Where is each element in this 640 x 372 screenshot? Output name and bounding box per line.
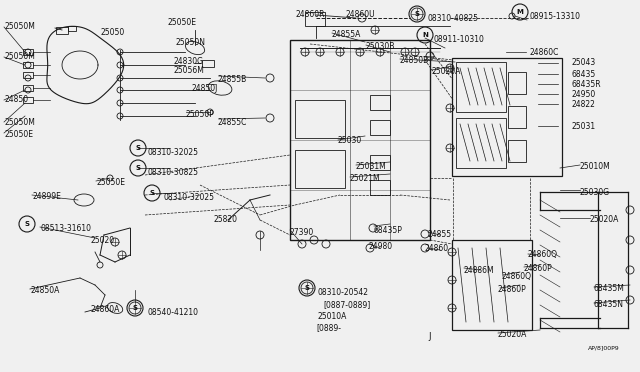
Text: 24980: 24980 bbox=[369, 242, 393, 251]
Text: 24860U: 24860U bbox=[346, 10, 376, 19]
Text: S: S bbox=[24, 221, 29, 227]
Text: 08911-10310: 08911-10310 bbox=[434, 35, 485, 44]
Bar bbox=[23, 85, 33, 91]
Text: 25050P: 25050P bbox=[185, 110, 214, 119]
Text: 08310-40825: 08310-40825 bbox=[428, 14, 479, 23]
Text: [0889-: [0889- bbox=[316, 323, 341, 332]
Text: S: S bbox=[132, 305, 138, 311]
Text: S: S bbox=[415, 11, 419, 17]
Bar bbox=[370, 95, 390, 110]
Text: 25030B: 25030B bbox=[366, 42, 396, 51]
Text: 24860P: 24860P bbox=[498, 285, 527, 294]
Text: 24860A: 24860A bbox=[90, 305, 120, 314]
Text: 25050M: 25050M bbox=[4, 118, 35, 127]
Text: 08540-41210: 08540-41210 bbox=[148, 308, 199, 317]
Text: 24860C: 24860C bbox=[530, 48, 559, 57]
Text: N: N bbox=[422, 32, 428, 38]
Bar bbox=[23, 72, 33, 78]
Text: J: J bbox=[428, 332, 431, 341]
Text: 24830G: 24830G bbox=[174, 57, 204, 66]
Bar bbox=[452, 240, 532, 330]
Text: S: S bbox=[136, 145, 141, 151]
Text: 68435P: 68435P bbox=[374, 226, 403, 235]
Bar bbox=[456, 118, 506, 168]
Text: 25820: 25820 bbox=[214, 215, 238, 224]
Text: 25050: 25050 bbox=[100, 28, 124, 37]
Bar bbox=[23, 97, 33, 103]
Text: 25050E: 25050E bbox=[168, 18, 197, 27]
Text: 08310-32025: 08310-32025 bbox=[148, 148, 199, 157]
Text: 68435R: 68435R bbox=[572, 80, 602, 89]
Text: 24950: 24950 bbox=[572, 90, 596, 99]
Text: 24855B: 24855B bbox=[218, 75, 247, 84]
Bar bbox=[508, 140, 526, 162]
Text: 25020A: 25020A bbox=[432, 67, 461, 76]
Bar bbox=[370, 155, 390, 170]
Bar bbox=[295, 150, 345, 188]
Bar bbox=[508, 106, 526, 128]
Text: 25020: 25020 bbox=[90, 236, 114, 245]
Text: 25050E: 25050E bbox=[96, 178, 125, 187]
Text: S: S bbox=[150, 190, 154, 196]
Text: 25043: 25043 bbox=[572, 58, 596, 67]
Text: 24855: 24855 bbox=[428, 230, 452, 239]
Text: 08513-31610: 08513-31610 bbox=[40, 224, 91, 233]
Bar bbox=[202, 60, 214, 67]
Bar bbox=[23, 49, 33, 55]
Bar bbox=[452, 58, 562, 176]
Text: 25056M: 25056M bbox=[174, 66, 205, 75]
Text: 25020A: 25020A bbox=[498, 330, 527, 339]
Text: 24855C: 24855C bbox=[218, 118, 248, 127]
Bar bbox=[23, 62, 33, 68]
Text: 24850: 24850 bbox=[4, 95, 28, 104]
Bar bbox=[370, 120, 390, 135]
Text: 25031M: 25031M bbox=[356, 162, 387, 171]
Text: 24886M: 24886M bbox=[464, 266, 495, 275]
Text: 24850A: 24850A bbox=[30, 286, 60, 295]
Text: 24822: 24822 bbox=[572, 100, 596, 109]
Text: 24860Q: 24860Q bbox=[528, 250, 558, 259]
Text: 25050M: 25050M bbox=[4, 22, 35, 31]
Text: 68435: 68435 bbox=[572, 70, 596, 79]
Text: 25050N: 25050N bbox=[175, 38, 205, 47]
Text: 25010A: 25010A bbox=[318, 312, 348, 321]
Bar bbox=[456, 62, 506, 112]
Text: 25021M: 25021M bbox=[350, 174, 381, 183]
Text: 24860P: 24860P bbox=[524, 264, 553, 273]
Text: 25030G: 25030G bbox=[580, 188, 610, 197]
Bar bbox=[508, 72, 526, 94]
Bar bbox=[305, 12, 325, 26]
Text: 08310-30825: 08310-30825 bbox=[148, 168, 199, 177]
Bar bbox=[56, 27, 68, 34]
Text: 24860Q: 24860Q bbox=[502, 272, 532, 281]
Text: 24860: 24860 bbox=[425, 244, 449, 253]
Bar bbox=[68, 26, 76, 31]
Bar bbox=[370, 180, 390, 195]
Text: 68435N: 68435N bbox=[594, 300, 624, 309]
Text: [0887-0889]: [0887-0889] bbox=[323, 300, 371, 309]
Bar bbox=[295, 100, 345, 138]
Text: AP/8]00P9: AP/8]00P9 bbox=[588, 345, 620, 350]
Text: 25031: 25031 bbox=[572, 122, 596, 131]
Text: 08915-13310: 08915-13310 bbox=[530, 12, 581, 21]
Text: 25010M: 25010M bbox=[580, 162, 611, 171]
Text: 24855A: 24855A bbox=[332, 30, 362, 39]
Text: 24850B: 24850B bbox=[400, 56, 429, 65]
Text: 24899E: 24899E bbox=[32, 192, 61, 201]
Text: 24860R: 24860R bbox=[296, 10, 326, 19]
Text: 68435M: 68435M bbox=[594, 284, 625, 293]
Text: 25020A: 25020A bbox=[590, 215, 620, 224]
Text: S: S bbox=[136, 165, 141, 171]
Text: 27390: 27390 bbox=[290, 228, 314, 237]
Text: 25050M: 25050M bbox=[4, 52, 35, 61]
Text: 25030: 25030 bbox=[338, 136, 362, 145]
Text: S: S bbox=[305, 285, 310, 291]
Text: 08310-32025: 08310-32025 bbox=[164, 193, 215, 202]
Text: M: M bbox=[516, 9, 524, 15]
Text: 24850J: 24850J bbox=[192, 84, 218, 93]
Text: 25050E: 25050E bbox=[4, 130, 33, 139]
Text: 08310-20542: 08310-20542 bbox=[318, 288, 369, 297]
Bar bbox=[290, 40, 430, 240]
